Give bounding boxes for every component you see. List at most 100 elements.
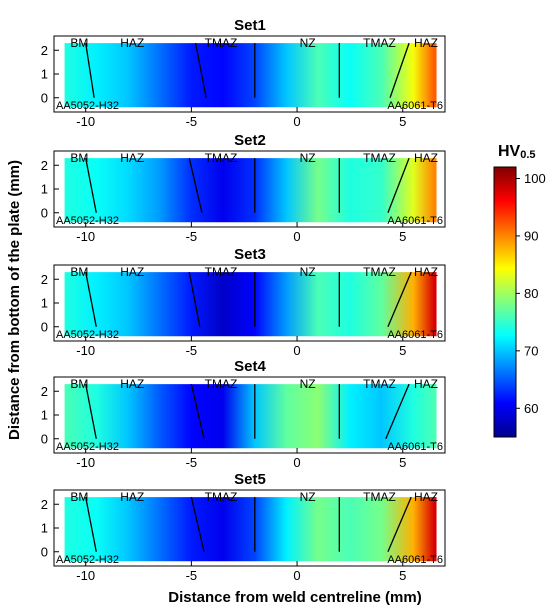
- y-tick-label: 2: [41, 272, 48, 287]
- zone-label: HAZ: [120, 265, 144, 279]
- zone-label: HAZ: [120, 377, 144, 391]
- x-tick-label: 0: [293, 343, 300, 358]
- colorbar-tick-label: 100: [524, 171, 546, 186]
- x-tick-label: 5: [399, 229, 406, 244]
- zone-label: NZ: [300, 151, 316, 165]
- right-material-label: AA6061-T6: [387, 329, 443, 341]
- zone-label: TMAZ: [363, 151, 396, 165]
- y-tick-label: 1: [41, 182, 48, 197]
- panel-5: -10 -5 0 5 0 1 2 Set5 BM HAZ TMAZ NZ TMAZ HAZ AA5052-H…: [41, 471, 446, 583]
- zone-boundary: [389, 42, 410, 98]
- zone-boundary: [85, 384, 97, 439]
- hardness-field: [64, 272, 437, 337]
- panel-2: -10 -5 0 5 0 1 2 Set2 BM HAZ TMAZ NZ TMAZ HAZ AA5052-H…: [41, 132, 446, 244]
- zone-boundary: [194, 43, 207, 98]
- y-tick-label: 2: [41, 384, 48, 399]
- right-material-label: AA6061-T6: [387, 554, 443, 566]
- panel-title: Set2: [234, 132, 266, 149]
- colorbar-gradient: [493, 166, 517, 438]
- panel-3: -10 -5 0 5 0 1 2 Set3 BM HAZ TMAZ NZ TMAZ HAZ AA5052-H…: [41, 246, 446, 358]
- x-tick-label: -10: [76, 229, 95, 244]
- zone-label: TMAZ: [205, 265, 238, 279]
- colorbar-tick-label: 70: [524, 343, 538, 358]
- zone-label: NZ: [300, 490, 316, 504]
- zone-label: HAZ: [414, 265, 438, 279]
- panel-4: -10 -5 0 5 0 1 2 Set4 BM HAZ TMAZ NZ TMAZ HAZ AA5052-H…: [41, 358, 446, 470]
- zone-label: TMAZ: [363, 377, 396, 391]
- zone-label: HAZ: [414, 490, 438, 504]
- y-tick-label: 1: [41, 67, 48, 82]
- hardness-field: [64, 43, 437, 108]
- zone-label: HAZ: [120, 36, 144, 50]
- x-tick-label: 0: [293, 568, 300, 583]
- y-tick-label: 0: [41, 319, 48, 334]
- x-tick-label: -10: [76, 343, 95, 358]
- x-tick-label: -10: [76, 455, 95, 470]
- colorbar-title: HV0.5: [498, 143, 536, 161]
- x-tick-label: 5: [399, 455, 406, 470]
- y-tick-label: 2: [41, 43, 48, 58]
- x-tick-label: -5: [186, 114, 198, 129]
- zone-label: TMAZ: [363, 490, 396, 504]
- colorbar-tick-label: 60: [524, 401, 538, 416]
- right-material-label: AA6061-T6: [387, 215, 443, 227]
- x-tick-label: 0: [293, 229, 300, 244]
- zone-boundary: [387, 157, 410, 213]
- zone-label: HAZ: [120, 151, 144, 165]
- colorbar: HV0.5 60 70 80 90 100: [493, 143, 546, 438]
- colorbar-tick-label: 80: [524, 286, 538, 301]
- zone-label: NZ: [300, 36, 316, 50]
- x-tick-label: -10: [76, 568, 95, 583]
- zone-boundary: [188, 157, 203, 213]
- left-material-label: AA5052-H32: [56, 100, 119, 112]
- zone-boundary: [85, 272, 97, 327]
- zone-boundary: [190, 383, 205, 439]
- x-tick-label: 5: [399, 114, 406, 129]
- hardness-field: [64, 497, 437, 562]
- zone-boundary: [188, 272, 201, 327]
- zone-label: TMAZ: [205, 490, 238, 504]
- x-tick-label: -5: [186, 455, 198, 470]
- colorbar-title-main: HV: [498, 143, 521, 160]
- zone-label: TMAZ: [205, 151, 238, 165]
- colorbar-ticks: 60 70 80 90 100: [516, 171, 546, 416]
- zone-boundary: [85, 43, 95, 98]
- colorbar-title-subscript: 0.5: [520, 149, 535, 161]
- y-tick-label: 1: [41, 521, 48, 536]
- y-tick-label: 1: [41, 296, 48, 311]
- zone-label: HAZ: [414, 36, 438, 50]
- y-tick-label: 1: [41, 408, 48, 423]
- left-material-label: AA5052-H32: [56, 554, 119, 566]
- y-tick-label: 0: [41, 90, 48, 105]
- zone-label: HAZ: [414, 377, 438, 391]
- x-tick-label: 5: [399, 343, 406, 358]
- zone-label: TMAZ: [363, 265, 396, 279]
- zone-label: BM: [70, 265, 88, 279]
- zone-label: NZ: [300, 377, 316, 391]
- panel-title: Set1: [234, 17, 266, 34]
- y-axis-label: Distance from bottom of the plate (mm): [6, 160, 23, 440]
- zone-label: BM: [70, 490, 88, 504]
- zone-boundary: [387, 496, 412, 553]
- panels: -10 -5 0 5 0 1 2 Set1 BM HAZ TMAZ NZ TMAZ HAZ AA5052-H…: [41, 17, 446, 583]
- zone-boundary: [85, 497, 97, 552]
- zone-label: BM: [70, 151, 88, 165]
- right-material-label: AA6061-T6: [387, 441, 443, 453]
- y-tick-label: 0: [41, 205, 48, 220]
- zone-boundary: [85, 158, 97, 213]
- colorbar-tick-label: 90: [524, 228, 538, 243]
- panel-title: Set4: [234, 358, 266, 375]
- left-material-label: AA5052-H32: [56, 215, 119, 227]
- zone-label: NZ: [300, 265, 316, 279]
- left-material-label: AA5052-H32: [56, 441, 119, 453]
- x-tick-label: -5: [186, 568, 198, 583]
- x-tick-label: -10: [76, 114, 95, 129]
- x-tick-label: -5: [186, 229, 198, 244]
- x-axis-label: Distance from weld centreline (mm): [168, 589, 421, 606]
- zone-boundary: [190, 496, 205, 552]
- zone-label: HAZ: [120, 490, 144, 504]
- y-tick-label: 0: [41, 431, 48, 446]
- panel-title: Set5: [234, 471, 266, 488]
- zone-boundary: [387, 271, 412, 328]
